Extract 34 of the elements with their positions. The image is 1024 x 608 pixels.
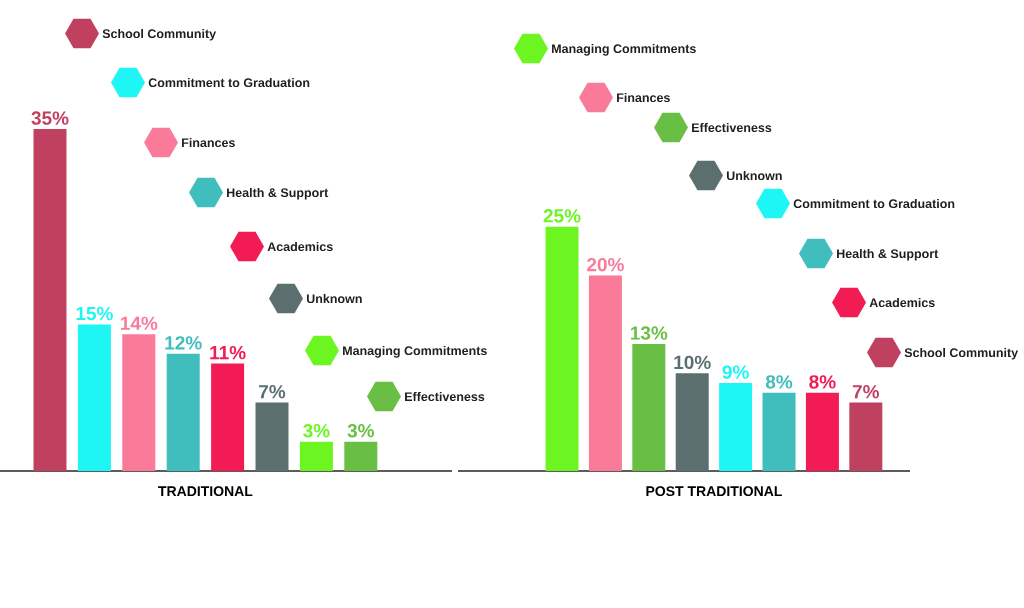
- data-label: 20%: [587, 257, 624, 272]
- x-axis-title: TRADITIONAL: [158, 486, 253, 497]
- legend-label: Finances: [182, 137, 235, 148]
- legend-label: Managing Commitments: [343, 345, 487, 358]
- data-label: 3%: [303, 424, 330, 438]
- data-label: 8%: [765, 375, 793, 389]
- data-label: 35%: [31, 111, 69, 125]
- legend-label: Academics: [267, 241, 333, 252]
- data-label: 12%: [165, 336, 202, 350]
- legend-label: Health & Support: [227, 187, 329, 200]
- data-label: 7%: [259, 385, 286, 399]
- x-axis-title: POST TRADITIONAL: [646, 486, 782, 497]
- legend-label: Effectiveness: [692, 122, 772, 133]
- legend-label: Managing Commitments: [552, 43, 696, 56]
- legend-label: Finances: [617, 92, 670, 103]
- legend-label: Unknown: [306, 293, 362, 304]
- data-label: 25%: [543, 209, 581, 223]
- legend-label: School Community: [102, 28, 217, 41]
- legend-label: School Community: [904, 347, 1019, 360]
- legend-label: Commitment to Graduation: [793, 198, 955, 209]
- legend-label: Commitment to Graduation: [148, 77, 310, 88]
- data-label: 3%: [347, 424, 375, 438]
- data-label: 9%: [722, 365, 749, 379]
- legend-label: Unknown: [726, 170, 782, 181]
- legend-label: Academics: [869, 297, 935, 308]
- data-label: 15%: [76, 306, 113, 321]
- data-label: 8%: [809, 375, 836, 389]
- data-label: 10%: [674, 355, 711, 370]
- legend-label: Health & Support: [837, 248, 939, 261]
- legend-label: Effectiveness: [405, 391, 485, 402]
- data-label: 11%: [210, 345, 246, 360]
- data-label: 13%: [630, 326, 668, 340]
- data-label: 7%: [852, 385, 880, 399]
- data-label: 14%: [120, 316, 158, 331]
